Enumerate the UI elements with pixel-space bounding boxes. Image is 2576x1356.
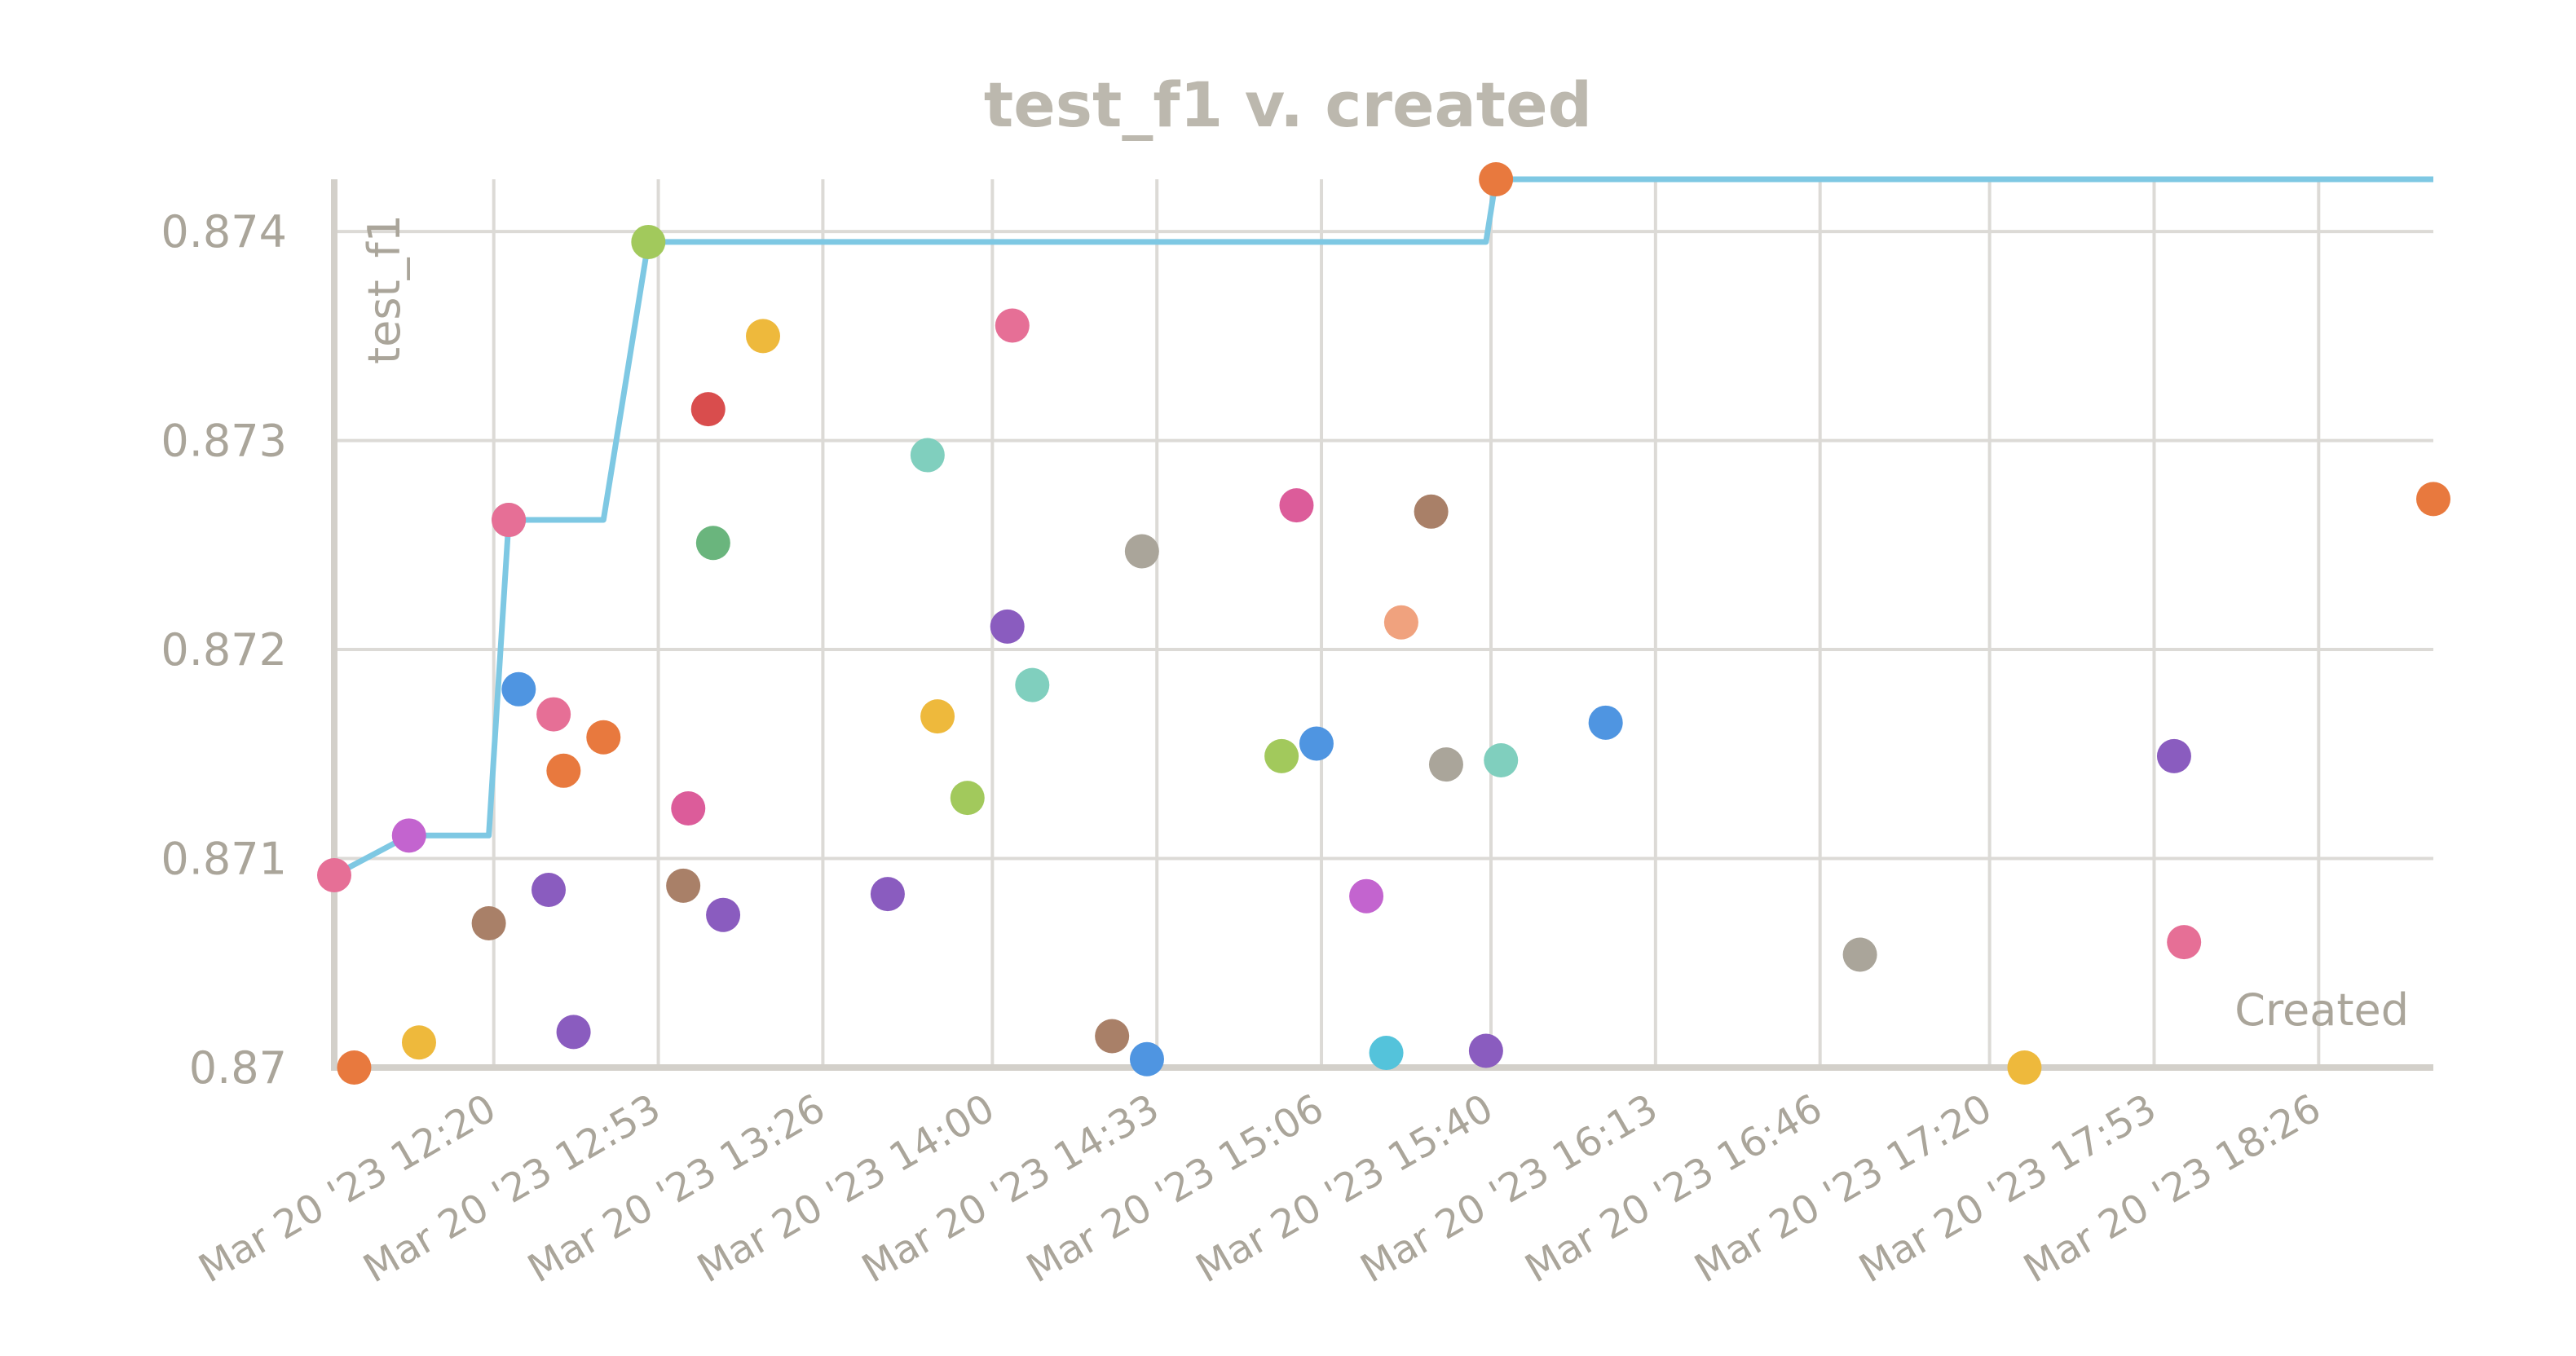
best-line-layer bbox=[333, 176, 2433, 878]
data-point bbox=[746, 319, 781, 354]
data-point bbox=[1484, 742, 1519, 777]
data-point bbox=[1279, 488, 1314, 523]
data-point bbox=[401, 1025, 436, 1060]
y-tick-label: 0.872 bbox=[161, 624, 287, 676]
data-point bbox=[995, 308, 1030, 343]
x-tick-label: Mar 20 '23 18:26 bbox=[2016, 1085, 2328, 1292]
data-point bbox=[990, 609, 1025, 644]
data-point bbox=[1414, 494, 1449, 529]
x-tick-label: Mar 20 '23 12:20 bbox=[192, 1085, 504, 1292]
data-point bbox=[950, 781, 985, 816]
data-point bbox=[2416, 482, 2450, 517]
data-point bbox=[631, 224, 666, 259]
data-point bbox=[695, 526, 730, 561]
data-point bbox=[492, 503, 527, 538]
x-tick-label: Mar 20 '23 12:53 bbox=[355, 1085, 668, 1292]
x-tick-label: Mar 20 '23 17:20 bbox=[1687, 1085, 2000, 1292]
data-point bbox=[317, 858, 351, 893]
data-point bbox=[920, 699, 955, 734]
data-point bbox=[1015, 667, 1050, 702]
data-point bbox=[2156, 738, 2191, 773]
data-point bbox=[536, 697, 571, 732]
axes bbox=[331, 179, 2433, 1071]
x-tick-label: Mar 20 '23 13:26 bbox=[520, 1085, 832, 1292]
x-tick-label: Mar 20 '23 14:33 bbox=[854, 1085, 1167, 1292]
data-point bbox=[532, 873, 567, 907]
data-point bbox=[1095, 1019, 1130, 1054]
x-tick-label: Mar 20 '23 16:13 bbox=[1353, 1085, 1665, 1292]
data-point bbox=[1479, 162, 1514, 196]
data-point bbox=[1383, 605, 1418, 640]
data-point bbox=[1124, 534, 1159, 569]
data-point bbox=[1129, 1041, 1164, 1076]
y-tick-label: 0.874 bbox=[161, 206, 287, 258]
y-tick-label: 0.873 bbox=[161, 416, 287, 467]
data-point bbox=[690, 392, 726, 427]
data-point bbox=[586, 720, 621, 755]
data-point bbox=[337, 1050, 372, 1085]
data-point bbox=[1264, 738, 1299, 773]
data-point bbox=[391, 818, 426, 853]
data-point bbox=[1842, 937, 1877, 972]
y-tick-label: 0.87 bbox=[189, 1042, 287, 1094]
data-point bbox=[706, 897, 741, 932]
data-point bbox=[2167, 925, 2202, 960]
data-point bbox=[471, 906, 506, 941]
data-point bbox=[1428, 747, 1463, 782]
data-point bbox=[1588, 705, 1623, 740]
data-point bbox=[910, 438, 945, 473]
best-so-far-line bbox=[333, 176, 2433, 878]
x-tick-label: Mar 20 '23 16:46 bbox=[1518, 1085, 1830, 1292]
data-point bbox=[1369, 1036, 1404, 1071]
data-point bbox=[666, 868, 701, 903]
y-axis-label: test_f1 bbox=[359, 214, 410, 364]
x-tick-label: Mar 20 '23 15:06 bbox=[1019, 1085, 1331, 1292]
x-tick-label: Mar 20 '23 14:00 bbox=[690, 1085, 1002, 1292]
data-point bbox=[501, 671, 536, 707]
x-tick-label: Mar 20 '23 17:53 bbox=[1851, 1085, 2164, 1292]
data-point bbox=[870, 877, 905, 912]
data-point bbox=[1349, 878, 1384, 914]
grid bbox=[334, 179, 2433, 1068]
points-layer bbox=[317, 162, 2450, 1085]
data-point bbox=[546, 753, 581, 788]
data-point bbox=[671, 790, 706, 825]
data-point bbox=[556, 1015, 591, 1050]
data-point bbox=[1468, 1033, 1503, 1068]
data-point bbox=[1299, 726, 1334, 761]
x-axis-label: Created bbox=[2234, 984, 2409, 1036]
x-tick-label: Mar 20 '23 15:40 bbox=[1189, 1085, 1501, 1292]
chart-title: test_f1 v. created bbox=[984, 68, 1592, 141]
y-tick-label: 0.871 bbox=[161, 834, 287, 885]
data-point bbox=[2007, 1050, 2042, 1085]
